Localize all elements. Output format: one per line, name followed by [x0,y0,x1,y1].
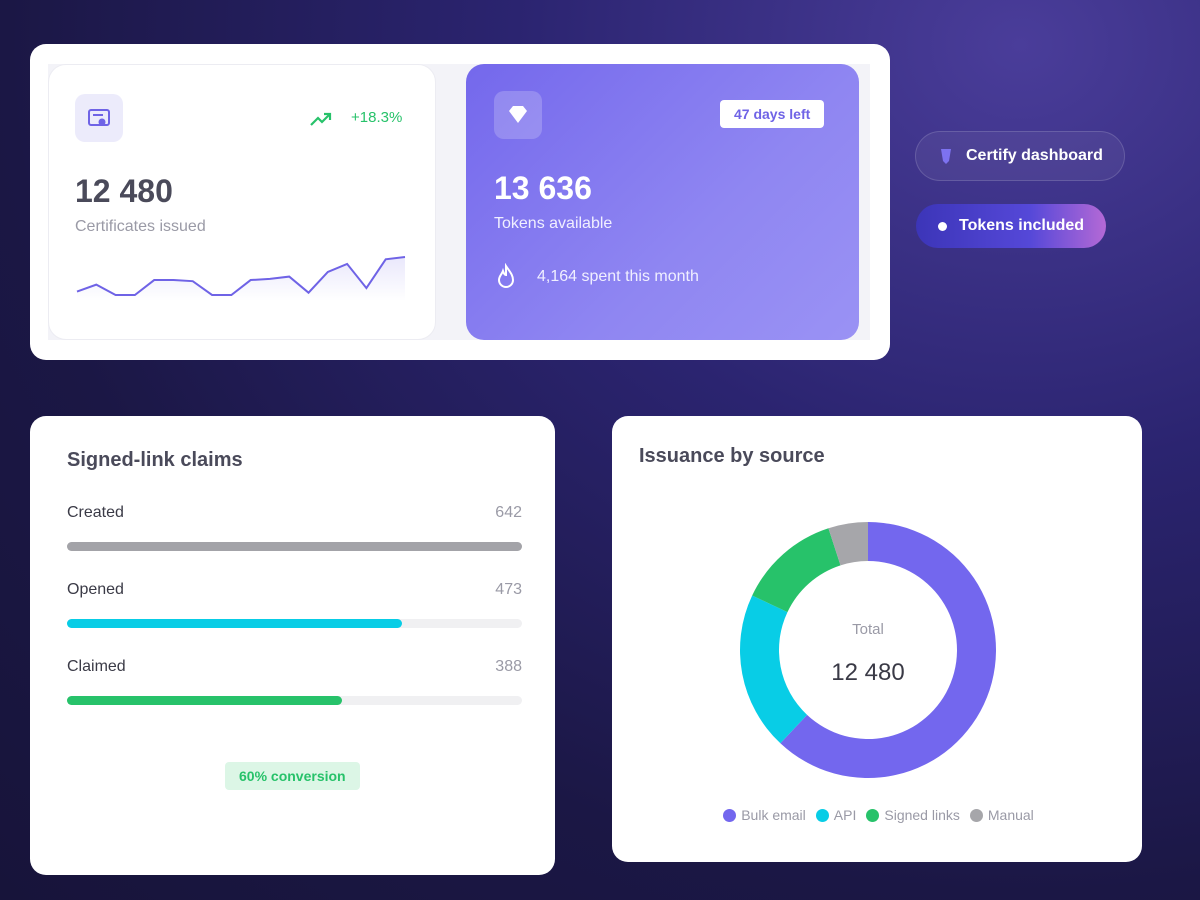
legend-label: Signed links [884,807,960,823]
center-value: 12 480 [831,659,904,686]
tokens-note: 4,164 spent this month [537,268,699,285]
legend-swatch [866,808,880,822]
trend-icon [310,112,332,126]
pill-button[interactable]: Certify dashboard [915,131,1125,181]
donut-segment [740,595,808,744]
legend-label: Manual [987,807,1034,823]
bar [67,696,342,705]
pill-label[interactable]: Certify dashboard [966,147,1103,164]
sparkline-area [77,257,405,301]
legend: Bulk email API Signed links Manual [612,807,1142,823]
stat-card: +18.3% 12 480 Certificates issued [48,64,436,340]
legend-item: API [815,807,857,823]
icon-svg [509,106,527,123]
donut-segment [828,522,868,566]
donut-segment [780,522,996,778]
claims-card: Signed-link claims 60% conversion Create… [30,416,555,875]
bar [67,619,403,628]
legend-swatch [969,808,983,822]
legend-label: API [833,807,857,823]
legend-item: Bulk email [723,807,806,823]
legend-item: Manual [969,807,1034,823]
bar [67,542,522,551]
tokens-label: Tokens available [494,215,613,232]
sparkline [76,256,406,301]
row-label: Created [67,504,124,521]
donut-segment [752,528,841,613]
tokens-value: 13 636 [494,170,592,206]
row-value: 473 [495,581,522,598]
pill-label[interactable]: Tokens included [959,217,1085,234]
row-label: Opened [67,581,124,598]
trend: +18.3% [351,109,403,126]
icon-svg [88,109,110,126]
certificate-icon [75,94,123,142]
flame-icon [497,263,515,288]
diamond-icon [494,91,542,139]
claims-title: Signed-link claims [67,449,243,471]
legend-swatch [723,808,737,822]
tokens-card: 47 days left 13 636 Tokens available 4,1… [466,64,859,340]
sparkline-line [76,256,406,296]
donut-chart: Total 12 480 [740,522,996,778]
legend-item: Signed links [866,807,960,823]
legend-swatch [815,808,829,822]
row-value: 388 [495,658,522,675]
issuance-card: Issuance by source Total 12 480 Bulk ema… [612,416,1142,862]
conversion-badge: 60% conversion [225,762,360,790]
shield-icon [941,149,951,164]
days-badge: 47 days left [720,100,825,128]
legend-label: Bulk email [741,807,806,823]
pill-dot [938,221,947,231]
row-label: Claimed [67,658,126,675]
stat-value: 12 480 [75,173,173,209]
stat-label: Certificates issued [75,218,206,235]
row-value: 642 [495,504,522,521]
pill-button[interactable]: Tokens included [916,204,1106,248]
issuance-title: Issuance by source [639,445,825,467]
center-label: Total [852,621,884,638]
